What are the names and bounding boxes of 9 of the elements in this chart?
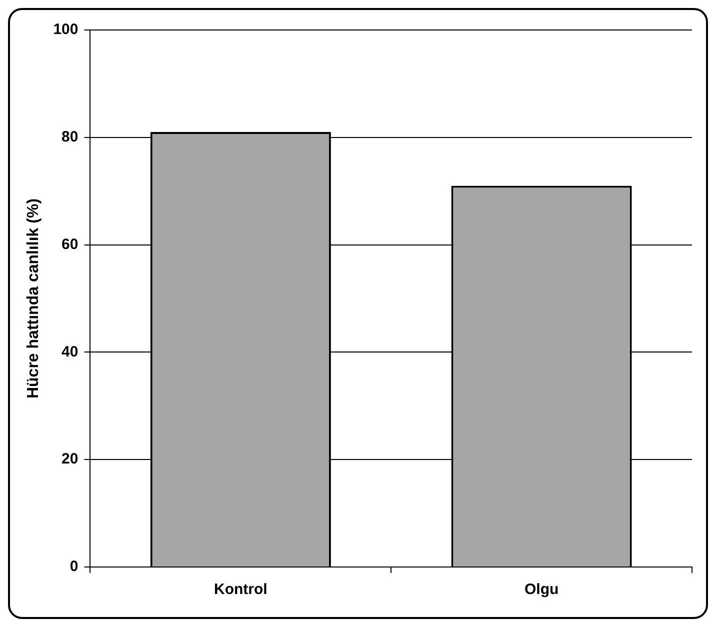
x-tick-label: Kontrol (214, 581, 268, 598)
y-tick-label: 60 (62, 236, 78, 253)
y-tick-label: 80 (62, 128, 78, 146)
y-tick-label: 100 (53, 21, 78, 38)
y-tick-label: 20 (62, 450, 78, 468)
y-tick-label: 40 (62, 343, 78, 360)
x-tick-label: Olgu (524, 581, 559, 598)
y-tick-label: 0 (70, 558, 78, 576)
y-axis-title: Hücre hattında canlılık (%) (25, 198, 42, 399)
